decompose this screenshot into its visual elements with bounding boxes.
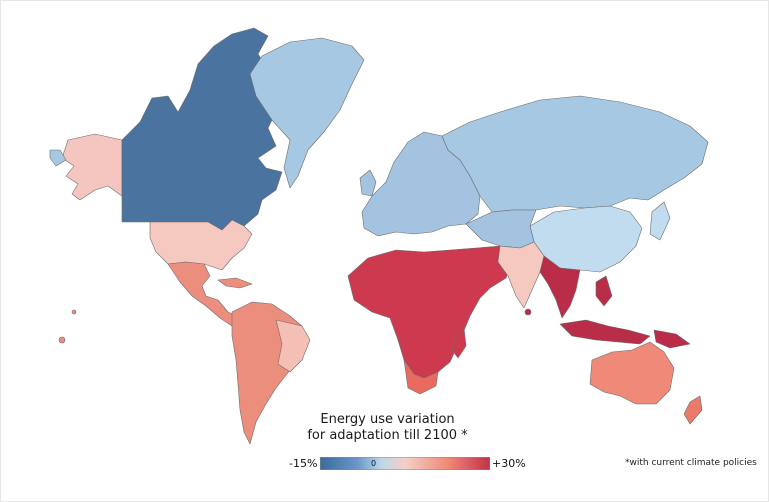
region-central-asia xyxy=(465,209,537,249)
region-alaska xyxy=(61,133,123,201)
map-title-line1: Energy use variation xyxy=(320,412,455,427)
region-bering-island xyxy=(49,149,67,167)
region-south-africa xyxy=(403,359,439,395)
map-title: Energy use variation for adaptation till… xyxy=(300,412,475,444)
region-caribbean xyxy=(217,277,253,289)
legend-zero-label: 0 xyxy=(371,459,377,468)
region-canada xyxy=(121,27,283,231)
region-madagascar xyxy=(451,327,467,359)
footnote: *with current climate policies xyxy=(625,458,757,468)
region-pacific-island-2 xyxy=(71,309,77,315)
region-papua xyxy=(653,329,691,349)
region-indonesia xyxy=(559,319,651,345)
region-usa xyxy=(149,219,253,271)
map-title-line2: for adaptation till 2100 * xyxy=(307,428,468,443)
region-russia xyxy=(441,95,709,213)
region-sri-lanka xyxy=(524,308,532,316)
region-africa-mena xyxy=(347,245,513,379)
region-pacific-island xyxy=(58,336,66,344)
region-greenland xyxy=(249,37,365,189)
region-mexico-central-america xyxy=(167,261,241,327)
region-philippines xyxy=(595,275,613,307)
region-brazil-east xyxy=(275,319,311,373)
region-southeast-asia xyxy=(539,255,581,319)
legend-color-bar xyxy=(320,457,490,470)
region-new-zealand xyxy=(683,395,703,425)
region-india xyxy=(497,241,545,309)
legend-max-label: +30% xyxy=(492,457,526,470)
region-japan xyxy=(649,201,671,241)
region-australia xyxy=(589,341,675,405)
legend-min-label: -15% xyxy=(289,457,318,470)
region-uk xyxy=(359,169,377,197)
